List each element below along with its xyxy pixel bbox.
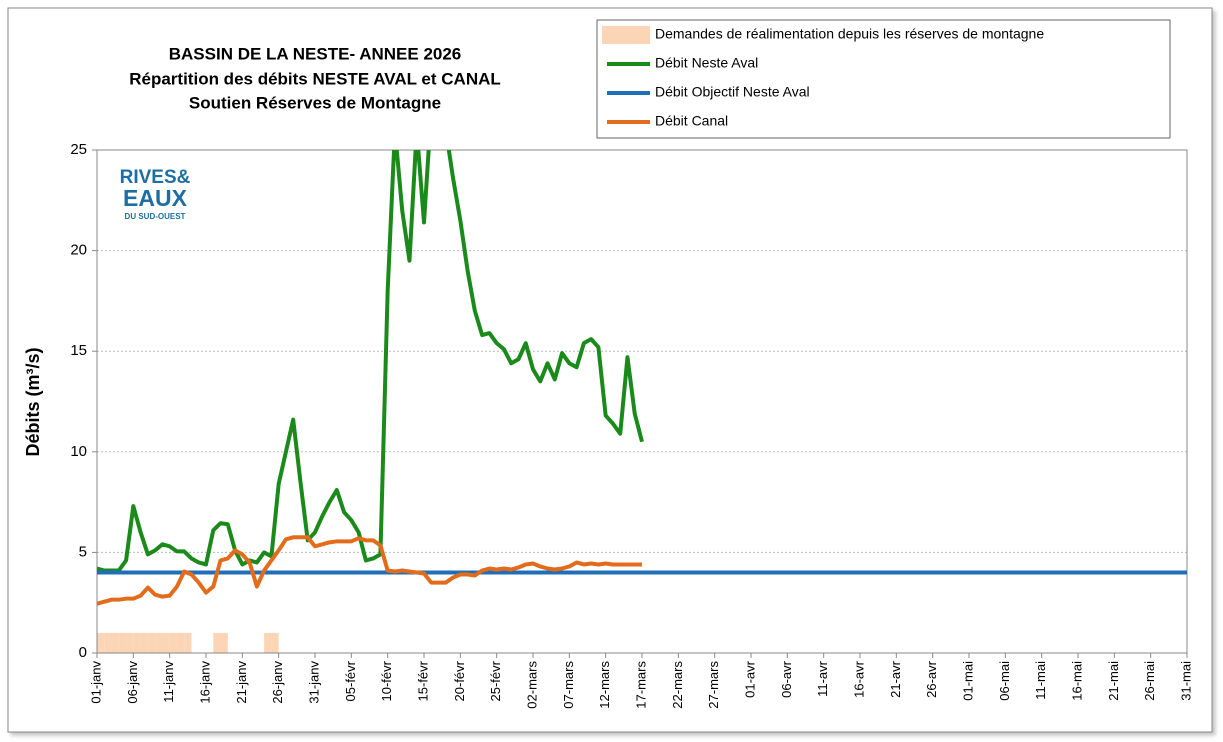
x-tick-label: 11-mai xyxy=(1033,661,1048,700)
bar xyxy=(162,632,170,653)
x-tick-label: 02-mars xyxy=(524,661,539,709)
bar xyxy=(213,632,221,653)
line-series xyxy=(97,535,642,606)
x-tick-label: 26-janv xyxy=(270,661,285,704)
y-tick-label: 15 xyxy=(70,342,87,359)
x-tick-label: 21-janv xyxy=(234,661,249,704)
x-tick-label: 26-mai xyxy=(1142,661,1157,701)
legend xyxy=(596,19,1171,139)
bar xyxy=(264,632,272,653)
logo-text: EAUX xyxy=(123,185,188,211)
x-tick-label: 21-mai xyxy=(1106,661,1121,701)
bar xyxy=(147,632,156,653)
bar xyxy=(176,632,185,653)
plot-series xyxy=(97,150,1187,606)
chart-title: BASSIN DE LA NESTE- ANNEE 2026 xyxy=(169,44,462,63)
x-tick-label: 01-janv xyxy=(88,661,103,704)
bar xyxy=(169,632,177,653)
x-tick-label: 15-févr xyxy=(415,660,430,701)
legend-label: Débit Canal xyxy=(655,113,728,129)
chart-title: Soutien Réserves de Montagne xyxy=(189,93,441,112)
x-tick-label: 26-avr xyxy=(924,660,939,698)
x-tick-label: 20-févr xyxy=(452,660,467,701)
bar xyxy=(126,632,134,653)
y-tick-label: 25 xyxy=(70,141,87,158)
x-tick-label: 31-janv xyxy=(306,661,321,704)
x-tick-label: 17-mars xyxy=(633,661,648,709)
x-tick-label: 11-janv xyxy=(161,661,176,703)
chart-title: Répartition des débits NESTE AVAL et CAN… xyxy=(129,69,501,88)
legend-label: Débit Neste Aval xyxy=(655,55,758,71)
bar xyxy=(184,632,192,653)
y-tick-label: 20 xyxy=(70,242,87,259)
x-tick-label: 01-mai xyxy=(960,661,975,701)
legend-label: Débit Objectif Neste Aval xyxy=(655,84,810,100)
x-tick-label: 06-mai xyxy=(997,661,1012,701)
x-tick-label: 05-févr xyxy=(343,660,358,701)
x-tick-label: 22-mars xyxy=(670,661,685,709)
x-tick-label: 01-avr xyxy=(742,660,757,698)
bar xyxy=(97,632,105,653)
bar xyxy=(111,632,119,653)
x-tick-label: 21-avr xyxy=(888,660,903,698)
x-tick-label: 07-mars xyxy=(561,661,576,709)
y-axis-label: Débits (m³/s) xyxy=(23,347,43,456)
bar xyxy=(118,632,127,653)
x-tick-label: 31-mai xyxy=(1178,661,1193,701)
x-tick-label: 16-avr xyxy=(851,660,866,698)
x-tick-label: 11-avr xyxy=(815,660,830,697)
logo-text: RIVES& xyxy=(120,167,191,188)
x-tick-label: 25-févr xyxy=(488,660,503,701)
bar xyxy=(133,632,141,653)
bar xyxy=(220,632,228,653)
y-tick-label: 10 xyxy=(70,443,87,460)
x-tick-label: 12-mars xyxy=(597,661,612,709)
x-tick-label: 06-janv xyxy=(125,661,140,704)
y-tick-label: 0 xyxy=(79,644,87,661)
bar xyxy=(271,632,279,653)
line-series xyxy=(97,150,644,573)
x-tick-label: 27-mars xyxy=(706,661,721,709)
bar xyxy=(140,632,148,653)
y-tick-label: 5 xyxy=(79,543,87,560)
x-tick-label: 10-févr xyxy=(379,660,394,701)
logo-text: DU SUD-OUEST xyxy=(125,212,186,221)
bar xyxy=(104,632,112,653)
x-tick-label: 16-mai xyxy=(1069,661,1084,701)
x-tick-label: 16-janv xyxy=(197,661,212,704)
x-tick-label: 06-avr xyxy=(779,660,794,698)
bar xyxy=(155,632,163,653)
legend-swatch xyxy=(602,26,650,44)
legend-label: Demandes de réalimentation depuis les ré… xyxy=(655,26,1044,42)
